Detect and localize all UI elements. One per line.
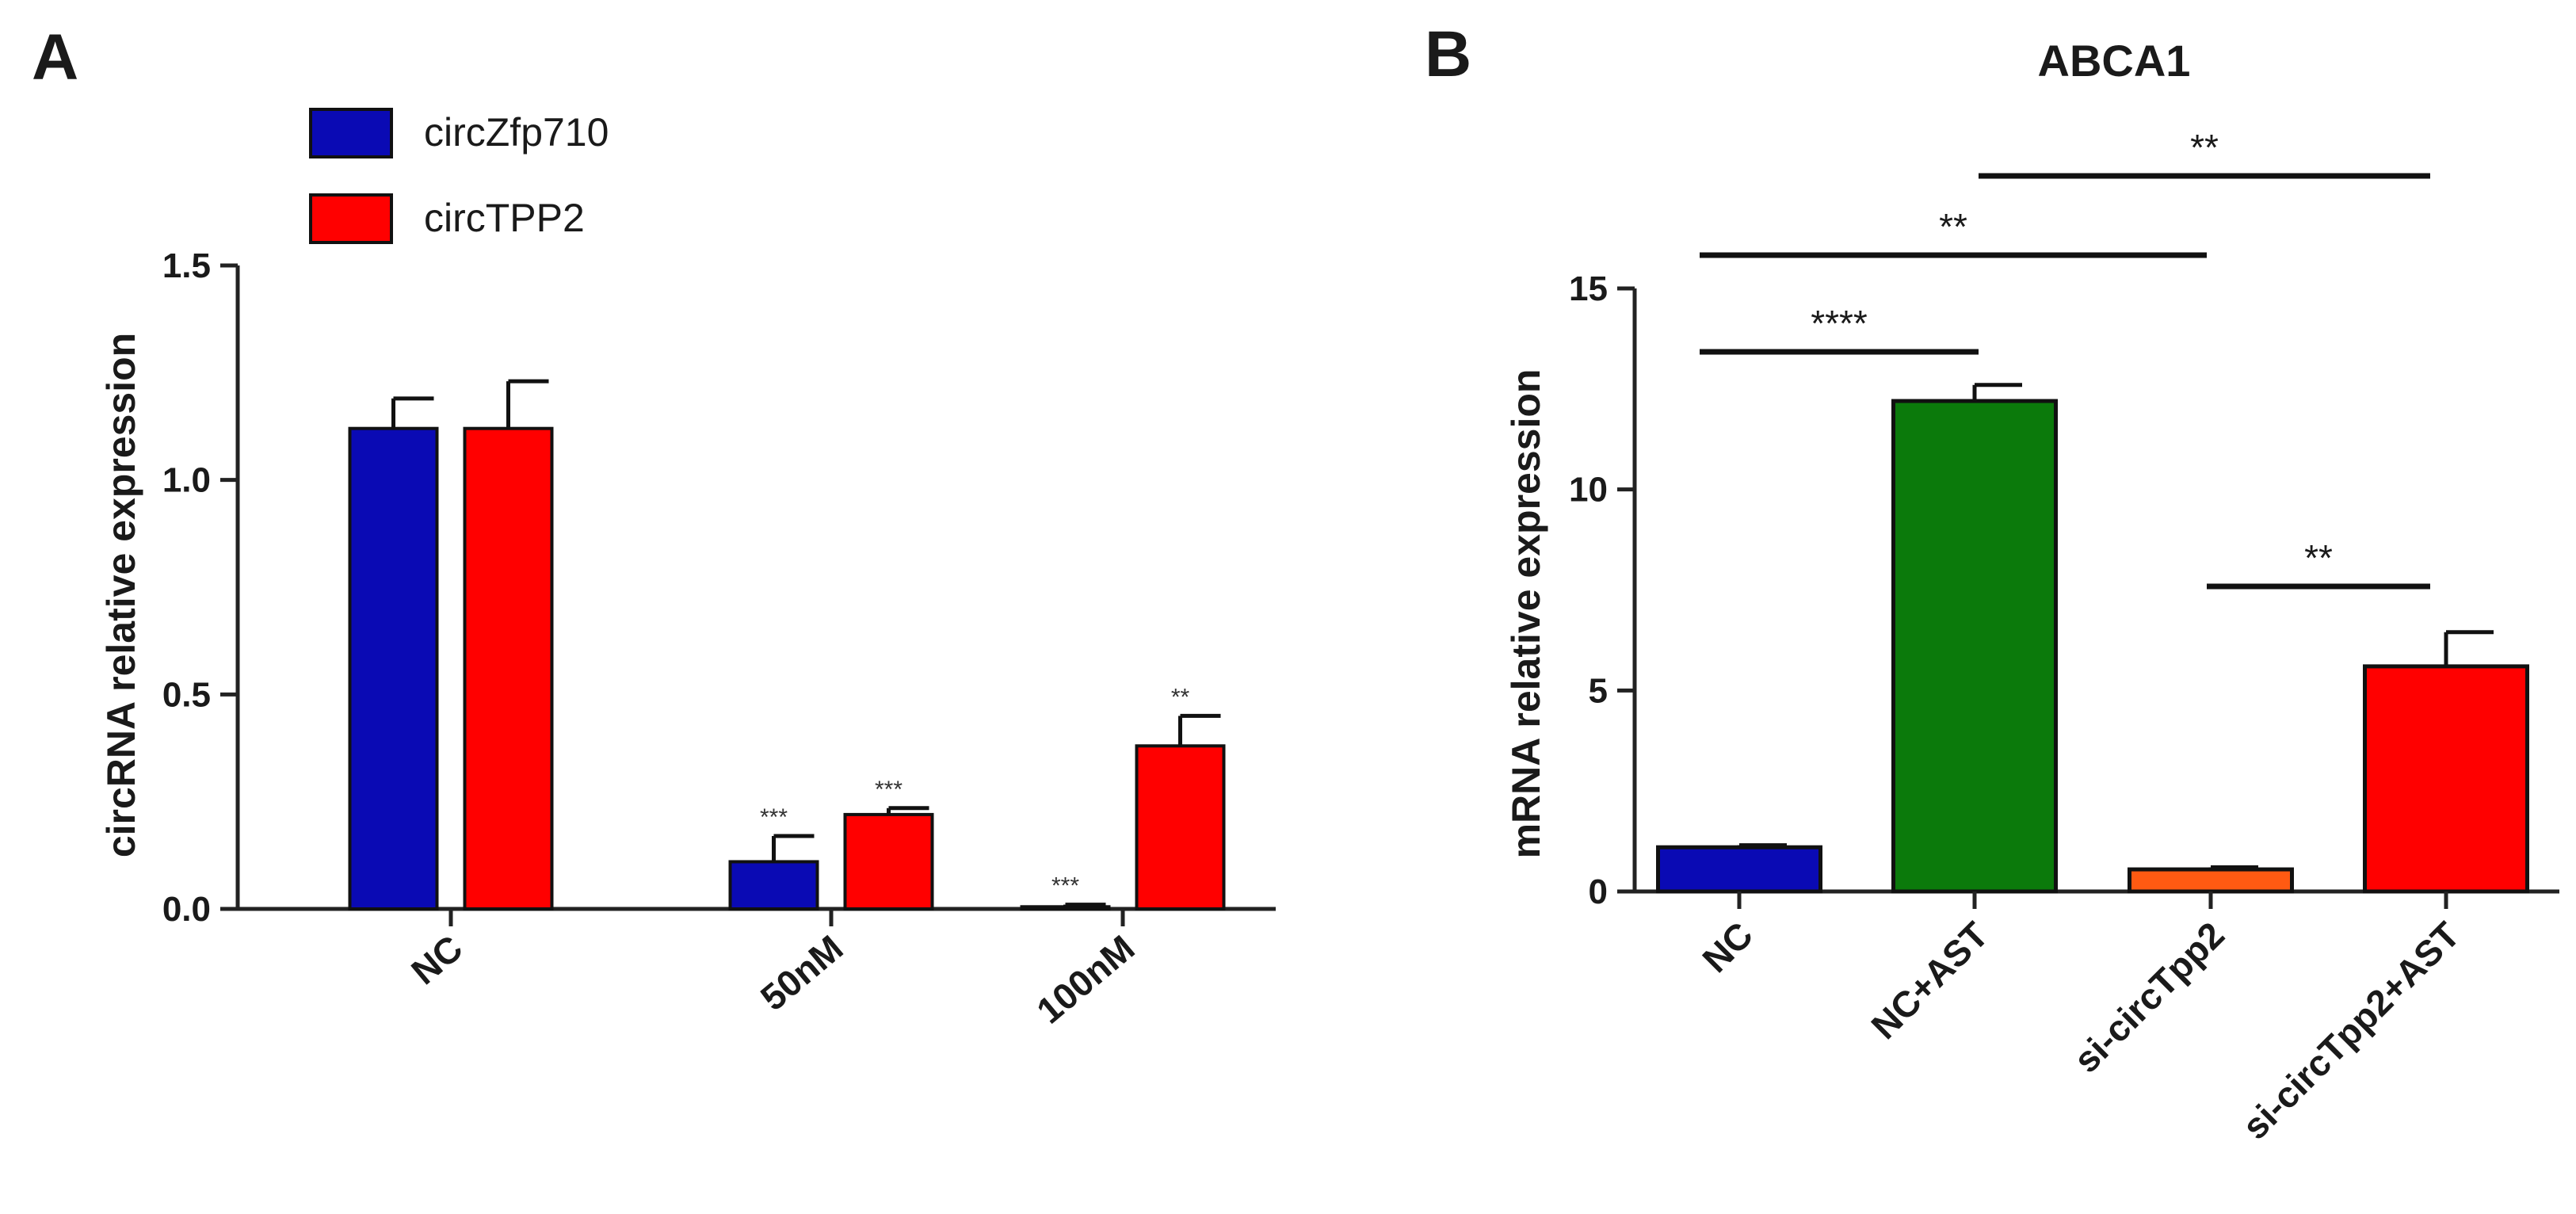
x-tick-label: NC+AST (1863, 914, 1996, 1047)
y-tick-label: 15 (1569, 269, 1608, 308)
significance-label: ** (1171, 684, 1190, 710)
y-tick-label: 0 (1589, 872, 1608, 911)
y-tick-label: 1.0 (162, 461, 211, 500)
legend-swatch-0 (309, 108, 393, 158)
legend-label-1: circTPP2 (424, 196, 585, 240)
bar-circZfp710-100nM (1020, 905, 1111, 911)
bar-circZfp710-NC (348, 426, 439, 910)
y-tick-label: 0.0 (162, 890, 211, 929)
significance-label: *** (1051, 873, 1079, 899)
x-tick-label: NC (403, 927, 470, 993)
y-tick-label: 5 (1589, 671, 1608, 710)
bar-NC+AST (1891, 399, 2058, 894)
significance-label: *** (760, 804, 788, 830)
bar-NC (1656, 845, 1822, 894)
x-tick-label: 100nM (1028, 927, 1142, 1032)
x-tick-label: NC (1694, 914, 1761, 980)
panel-letter-a: A (32, 21, 78, 94)
significance-label: **** (1811, 303, 1868, 344)
panel-letter-b: B (1425, 18, 1471, 90)
bar-si-circTpp2+AST (2363, 664, 2529, 894)
significance-label: ** (2190, 127, 2219, 168)
significance-label: ** (2304, 537, 2333, 578)
y-tick-label: 1.5 (162, 246, 211, 285)
y-tick-label: 0.5 (162, 675, 211, 714)
y-axis-title: circRNA relative expression (99, 333, 143, 857)
bar-circZfp710-50nM (728, 860, 819, 911)
significance-label: *** (875, 777, 903, 803)
bar-si-circTpp2 (2128, 867, 2294, 894)
legend-swatch-1 (309, 193, 393, 244)
x-tick-label: si-circTpp2+AST (2234, 914, 2467, 1147)
bar-circTPP2-100nM (1135, 744, 1226, 910)
chart-title-b: ABCA1 (2038, 36, 2191, 86)
panel-a-chart: 0.0 0.5 1.0 1.5 circRNA relative expression c… (99, 108, 1276, 1032)
y-tick-label: 10 (1569, 471, 1608, 510)
y-axis-title: mRNA relative expression (1504, 369, 1548, 859)
bar-circTPP2-50nM (843, 812, 934, 910)
x-tick-label: si-circTpp2 (2066, 914, 2232, 1080)
panel-b-chart: 0 5 10 15 mRNA relative expression NC NC+AST si… (1504, 127, 2559, 1147)
x-tick-label: 50nM (753, 927, 851, 1018)
legend-label-0: circZfp710 (424, 110, 609, 155)
bar-circTPP2-NC (463, 426, 554, 910)
significance-label: ** (1939, 206, 1967, 247)
